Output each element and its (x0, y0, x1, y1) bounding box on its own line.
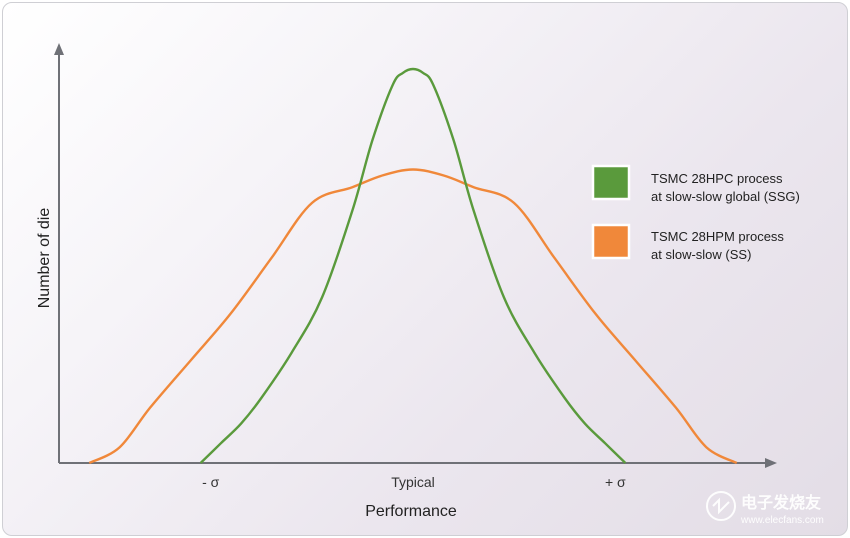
y-axis-title: Number of die (36, 208, 53, 309)
legend-swatch-ssg (591, 164, 631, 201)
legend-label-ss-line1: TSMC 28HPM process (651, 229, 784, 244)
legend-label-ss-line2: at slow-slow (SS) (651, 247, 751, 262)
y-axis-arrow (54, 43, 64, 55)
x-axis-title: Performance (365, 503, 457, 520)
series-curve-ssg (199, 67, 627, 464)
x-tick-label: - σ (202, 474, 220, 490)
watermark-url: www.elecfans.com (740, 515, 824, 526)
watermark-logo-mark (712, 497, 730, 515)
watermark: 电子发烧友 www.elecfans.com (706, 491, 824, 526)
legend-label-ssg-line2: at slow-slow global (SSG) (651, 189, 800, 204)
series-curve-ss (88, 168, 738, 465)
legend-swatch-ss (591, 223, 631, 260)
x-tick-label: Typical (391, 474, 435, 490)
watermark-text: 电子发烧友 (741, 493, 822, 512)
legend: TSMC 28HPC process at slow-slow global (… (591, 164, 800, 262)
legend-label-ssg-line1: TSMC 28HPC process (651, 171, 783, 186)
performance-distribution-chart: - σ Typical + σ Performance Number of die … (36, 43, 824, 526)
x-tick-labels: - σ Typical + σ (202, 474, 626, 490)
x-axis-arrow (765, 458, 777, 468)
x-tick-label: + σ (605, 474, 626, 490)
watermark-logo-icon (706, 491, 736, 521)
